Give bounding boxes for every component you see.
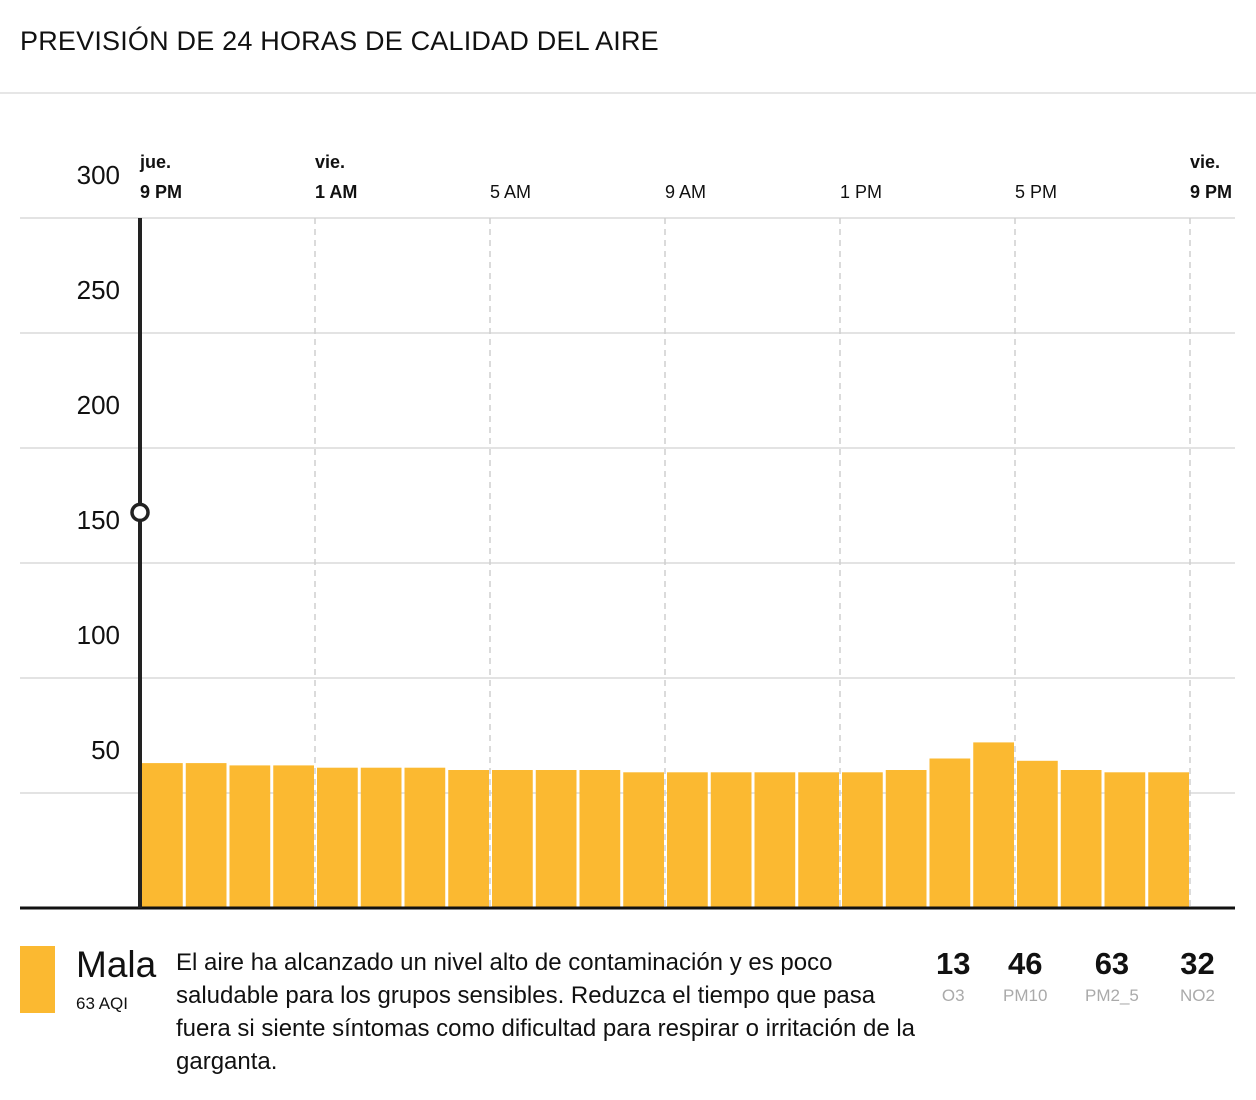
x-tick-day: vie.: [1190, 152, 1220, 172]
x-tick-label: 1 PM: [840, 182, 882, 202]
pollutant-value: 13: [936, 946, 971, 981]
aqi-forecast-chart: 50 100 150 200 250 300 jue. 9 PM vie. 1 AM 5 AM 9 A…: [20, 152, 1235, 910]
x-tick-label: 5 AM: [490, 182, 531, 202]
x-tick-label: 9 AM: [665, 182, 706, 202]
pollutant-value: 46: [1007, 946, 1043, 981]
pollutant-name: NO2: [1180, 986, 1215, 1005]
pollutant-pm2-5: 63 PM2_5: [1085, 946, 1139, 1006]
bar: [929, 758, 971, 908]
bar: [1104, 772, 1146, 908]
bar: [885, 770, 927, 908]
x-tick-label: 9 PM: [1190, 182, 1232, 202]
pollutant-value: 32: [1180, 946, 1215, 981]
bar: [317, 767, 358, 908]
bar: [579, 770, 621, 908]
x-tick-label: 5 PM: [1015, 182, 1057, 202]
bar: [667, 772, 708, 908]
bar: [798, 772, 839, 908]
y-tick-label: 250: [77, 275, 120, 305]
bar: [360, 767, 402, 908]
y-tick-label: 100: [77, 620, 120, 650]
x-tick-day: vie.: [315, 152, 345, 172]
bar: [273, 765, 314, 908]
aqi-level-swatch: [20, 946, 55, 1013]
bar: [142, 763, 183, 908]
bar: [404, 767, 446, 908]
bar: [448, 770, 489, 908]
bar: [1060, 770, 1102, 908]
aqi-description: El aire ha alcanzado un nivel alto de co…: [176, 949, 916, 1075]
bar: [229, 765, 271, 908]
y-tick-label: 50: [91, 735, 120, 765]
x-tick-label: 1 AM: [315, 182, 357, 202]
divider: [0, 92, 1256, 94]
page-title: PREVISIÓN DE 24 HORAS DE CALIDAD DEL AIR…: [20, 26, 659, 56]
x-tick-label: 9 PM: [140, 182, 182, 202]
x-tick-day: jue.: [139, 152, 171, 172]
pollutant-name: PM2_5: [1085, 986, 1139, 1005]
bar: [842, 772, 883, 908]
bar: [1148, 772, 1189, 908]
pollutant-no2: 32 NO2: [1180, 946, 1215, 1006]
cursor-marker: [130, 502, 150, 523]
bar: [185, 763, 227, 908]
y-tick-label: 200: [77, 390, 120, 420]
bar: [492, 770, 533, 908]
y-tick-label: 150: [77, 505, 120, 535]
bar: [535, 770, 577, 908]
bar: [754, 772, 796, 908]
pollutant-name: PM10: [1003, 986, 1048, 1005]
pollutant-name: O3: [941, 986, 965, 1005]
aqi-value: 63 AQI: [76, 994, 128, 1013]
pollutant-value: 63: [1094, 946, 1130, 981]
bar: [973, 742, 1014, 908]
bar: [623, 772, 664, 908]
bar: [1017, 760, 1058, 908]
pollutant-pm10: 46 PM10: [1003, 946, 1047, 1006]
bar: [710, 772, 752, 908]
y-tick-label: 300: [77, 160, 120, 190]
pollutant-o3: 13 O3: [936, 946, 970, 1006]
aqi-level: Mala: [76, 944, 157, 985]
